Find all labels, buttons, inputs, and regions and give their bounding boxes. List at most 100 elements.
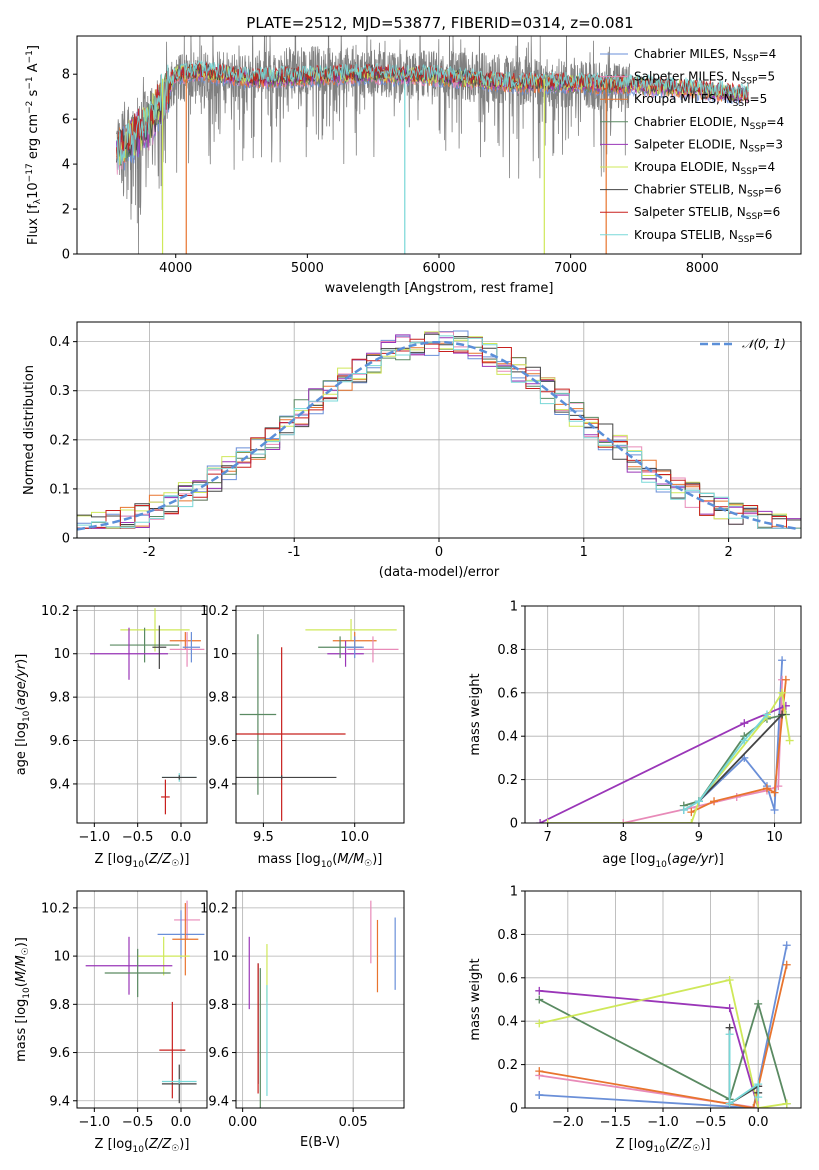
- weight-marker: [543, 819, 552, 823]
- x-tick-label: 7: [544, 830, 552, 845]
- plot-area: [77, 322, 801, 538]
- errorbar-point-salpeter-stelib: [161, 779, 170, 815]
- x-axis-label-part: )]: [179, 1137, 189, 1152]
- y-tick-label: 10: [212, 647, 229, 662]
- weight-marker: [785, 736, 794, 745]
- legend-label: Salpeter STELIB, NSSP=6: [634, 205, 780, 222]
- y-tick-label: 10.2: [200, 604, 229, 619]
- legend-label-main: Salpeter ELODIE, N: [634, 137, 748, 151]
- x-tick-label: -2: [143, 545, 156, 560]
- x-axis-label: wavelength [Angstrom, rest frame]: [325, 281, 554, 296]
- x-tick-label: 0.0: [748, 1115, 769, 1130]
- y-tick-label: 0.6: [497, 686, 518, 701]
- legend-label: Salpeter ELODIE, NSSP=3: [634, 137, 783, 154]
- y-axis-label-part: ☉: [21, 947, 31, 955]
- y-axis-label: mass weight: [468, 958, 483, 1040]
- y-axis-label-part: −1: [25, 50, 35, 63]
- y-tick-label: 0.2: [497, 773, 518, 788]
- weight-marker: [754, 999, 763, 1008]
- x-tick-label: -1: [288, 545, 301, 560]
- x-tick-label: −1.0: [647, 1115, 679, 1130]
- x-axis-label-part: (: [144, 1137, 149, 1152]
- x-tick-label: −2.0: [552, 1115, 584, 1130]
- errorbar-point-chabrier-stelib: [236, 775, 337, 780]
- legend-label-tail: =4: [759, 47, 777, 61]
- weight-marker: [754, 1080, 763, 1089]
- weight-marker: [754, 1104, 763, 1108]
- y-axis-label-part: (: [14, 982, 29, 987]
- x-axis-label: age [log10(age/yr)]: [602, 852, 724, 870]
- errorbar-point-salpeter-miles: [347, 636, 399, 663]
- legend-label: Kroupa ELODIE, NSSP=4: [634, 160, 775, 177]
- x-axis-label-part: Z/Z: [148, 1137, 172, 1152]
- y-tick-label: 9.8: [49, 691, 70, 706]
- x-axis-label-part: 10: [132, 1145, 144, 1155]
- axes-frame: [524, 605, 802, 824]
- x-axis-label: E(B-V): [300, 1135, 340, 1150]
- y-tick-label: 10.2: [41, 604, 70, 619]
- y-tick-label: 10: [53, 647, 70, 662]
- x-axis-label-part: )]: [372, 852, 382, 867]
- x-tick-label: −1.0: [79, 830, 111, 845]
- legend-label-tail: =5: [750, 92, 768, 106]
- y-axis-label-part: ]: [26, 45, 41, 50]
- legend-label-main: Kroupa ELODIE, N: [634, 160, 741, 174]
- y-axis-label-part: age [log: [14, 722, 29, 775]
- legend-label: 𝒩(0, 1): [742, 337, 786, 351]
- x-axis-label-part: ☉: [692, 1144, 700, 1154]
- legend-label-main: Chabrier ELODIE, N: [634, 115, 750, 129]
- y-tick-label: 1: [510, 600, 518, 615]
- legend-label-tail: =6: [764, 183, 782, 197]
- x-axis-label-part: Z/Z: [669, 1137, 693, 1152]
- weight-line-kroupa-stelib: [683, 713, 768, 811]
- x-axis-label: mass [log10(M/M☉)]: [258, 852, 383, 870]
- legend-label-main: Chabrier MILES, N: [634, 47, 742, 61]
- y-axis-label-part: −1: [25, 76, 35, 89]
- weight-marker: [762, 784, 771, 793]
- normal-curve: [77, 340, 799, 531]
- hist-salpeter-elodie: [77, 332, 801, 529]
- plot-area: [236, 891, 404, 1108]
- errorbar-point-salpeter-miles: [169, 632, 205, 667]
- y-tick-label: 0.2: [49, 433, 70, 448]
- x-tick-label: 0.0: [171, 1115, 192, 1130]
- y-axis-label-part: 10: [26, 182, 41, 199]
- axes-weight-vs-Z: −2.0 −1.5 −1.0 −0.5 0.0 0 0.2 0.4 0.6 0.8 1 mass we…: [468, 885, 802, 1155]
- y-tick-label: 0.4: [497, 1015, 518, 1030]
- legend-label-tail: =4: [757, 160, 775, 174]
- weight-marker: [778, 688, 787, 697]
- x-tick-label: 0.0: [171, 830, 192, 845]
- y-axis-label-part: )]: [14, 937, 29, 947]
- errorbar-point-chabrier-miles: [345, 636, 364, 659]
- axes-frame: [235, 890, 405, 1109]
- x-axis-label-part: Z [log: [95, 1137, 133, 1152]
- plot-area: [236, 606, 404, 823]
- legend-label: Chabrier STELIB, NSSP=6: [634, 183, 782, 200]
- legend-label-main: Salpeter STELIB, N: [634, 205, 746, 219]
- x-axis-label-part: M/M: [337, 852, 364, 867]
- weight-marker: [710, 797, 719, 806]
- x-axis-label-part: Z [log: [95, 852, 133, 867]
- weight-marker: [535, 1090, 544, 1099]
- errorbar-point-kroupa-miles: [172, 903, 199, 976]
- x-axis-label-part: (: [332, 852, 337, 867]
- legend-label: Kroupa STELIB, NSSP=6: [634, 228, 772, 245]
- y-axis-label: Normed distribution: [22, 365, 37, 495]
- y-axis-label-part: )]: [14, 654, 29, 664]
- legend-label-tail: =4: [766, 115, 784, 129]
- x-tick-label: 8: [619, 830, 627, 845]
- x-tick-label: −1.5: [600, 1115, 632, 1130]
- weight-marker: [694, 797, 703, 806]
- weight-marker: [740, 736, 749, 745]
- weight-marker: [536, 819, 545, 823]
- data-spectrum-line: [116, 36, 631, 254]
- x-tick-label: 2: [724, 545, 732, 560]
- y-tick-label: 9.8: [49, 998, 70, 1013]
- weight-marker: [687, 819, 696, 823]
- y-tick-label: 9.8: [208, 691, 229, 706]
- y-axis-label: mass weight: [468, 673, 483, 755]
- weight-line-kroupa-miles: [539, 964, 788, 1108]
- y-tick-label: 6: [62, 113, 70, 128]
- y-tick-label: 0.6: [497, 971, 518, 986]
